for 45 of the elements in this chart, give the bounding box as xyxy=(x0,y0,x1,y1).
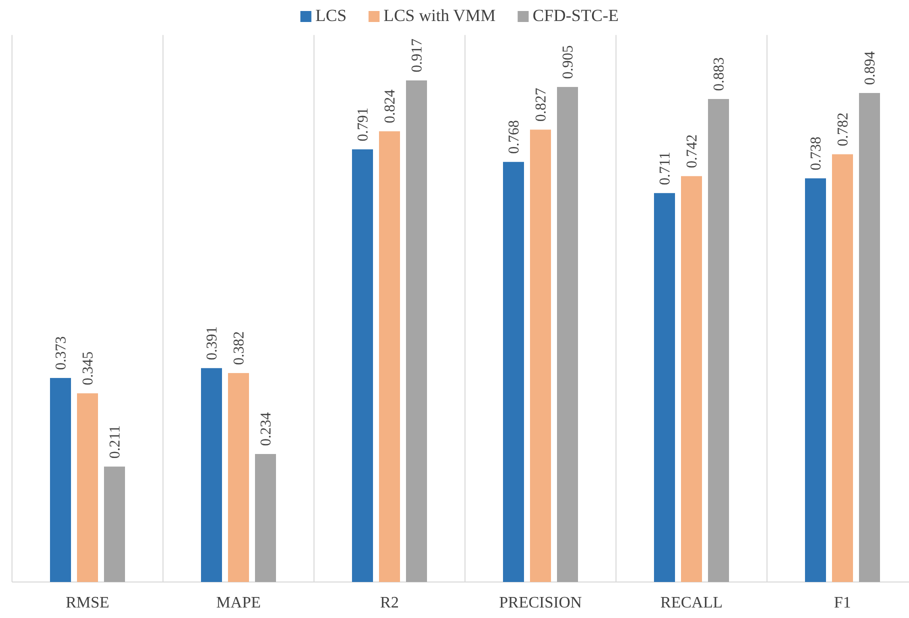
bar xyxy=(530,130,551,582)
x-tick-label: PRECISION xyxy=(499,594,582,612)
data-label: 0.768 xyxy=(506,120,522,154)
bar xyxy=(654,193,675,582)
legend-label: LCS with VMM xyxy=(384,6,496,25)
data-label: 0.917 xyxy=(410,38,426,72)
bar xyxy=(352,149,373,582)
bar xyxy=(77,393,98,582)
x-tick-label: RMSE xyxy=(66,594,110,612)
data-label: 0.905 xyxy=(560,45,576,79)
bar xyxy=(681,176,702,582)
bar xyxy=(805,178,826,582)
legend-label: CFD-STC-E xyxy=(532,6,619,25)
bar xyxy=(708,99,729,582)
bar xyxy=(104,466,125,582)
data-label: 0.711 xyxy=(658,152,674,186)
bar xyxy=(255,454,276,582)
bar xyxy=(228,373,249,582)
data-label: 0.373 xyxy=(54,336,70,370)
data-label: 0.883 xyxy=(712,57,728,91)
data-label: 0.382 xyxy=(232,331,248,366)
data-label: 0.827 xyxy=(534,87,550,122)
bar xyxy=(406,80,427,582)
bar xyxy=(201,368,222,582)
x-tick-label: F1 xyxy=(834,594,851,612)
data-label: 0.791 xyxy=(356,108,372,142)
data-label: 0.738 xyxy=(808,136,824,170)
bar xyxy=(379,131,400,582)
x-tick-label: R2 xyxy=(380,594,399,612)
bar xyxy=(832,154,853,582)
bar xyxy=(859,92,880,582)
x-tick-label: MAPE xyxy=(216,594,261,612)
bar xyxy=(557,86,578,582)
bar xyxy=(503,162,524,582)
data-label: 0.742 xyxy=(684,134,700,168)
data-label: 0.211 xyxy=(108,425,124,459)
data-label: 0.824 xyxy=(382,89,398,124)
legend-label: LCS xyxy=(315,6,347,25)
data-label: 0.894 xyxy=(862,50,878,85)
data-label: 0.782 xyxy=(836,112,852,146)
data-label: 0.234 xyxy=(258,412,274,446)
data-label: 0.391 xyxy=(204,326,220,360)
bar xyxy=(50,378,71,582)
data-label: 0.345 xyxy=(80,352,96,386)
x-tick-label: RECALL xyxy=(660,594,723,612)
